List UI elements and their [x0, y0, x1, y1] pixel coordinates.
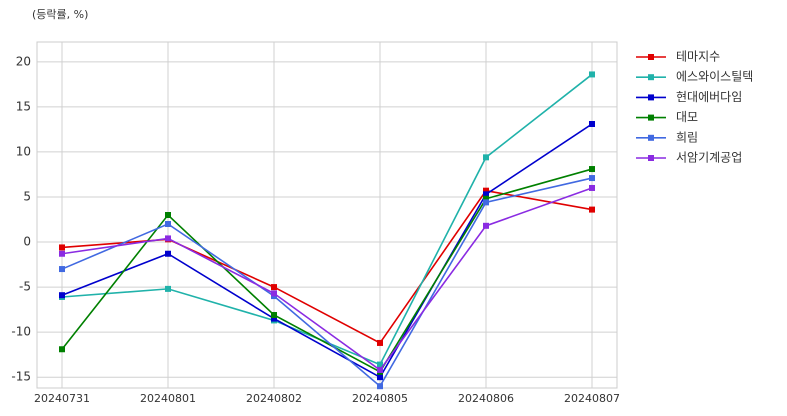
x-tick-label: 20240807	[564, 392, 620, 405]
y-tick-label: 15	[16, 99, 31, 113]
point-marker	[483, 222, 489, 229]
y-tick-label: 5	[23, 189, 31, 203]
point-marker	[271, 290, 277, 297]
legend-marker	[648, 134, 654, 141]
point-marker	[377, 366, 383, 373]
legend-label: 서암기계공업	[676, 151, 742, 165]
point-marker	[377, 374, 383, 381]
point-marker	[165, 235, 171, 242]
y-tick-label: -15	[11, 370, 31, 384]
series-line	[61, 177, 593, 388]
point-marker	[483, 154, 489, 161]
y-tick-label: 10	[16, 144, 31, 158]
series-line	[61, 187, 593, 372]
x-tick-label: 20240806	[458, 392, 514, 405]
point-marker	[59, 266, 65, 273]
point-marker	[589, 166, 595, 173]
y-tick-label: 20	[16, 54, 31, 68]
series-line	[61, 168, 593, 373]
point-marker	[271, 284, 277, 291]
x-tick-label: 20240805	[352, 392, 408, 405]
y-axis-label: (등락률, %)	[32, 8, 88, 21]
point-marker	[483, 191, 489, 198]
x-tick-label: 20240731	[34, 392, 90, 405]
point-marker	[59, 346, 65, 353]
point-marker	[165, 221, 171, 228]
series-line	[61, 73, 593, 366]
point-marker	[589, 206, 595, 213]
point-marker	[271, 315, 277, 322]
x-tick-label: 20240802	[246, 392, 302, 405]
point-marker	[589, 71, 595, 78]
x-tick-label: 20240801	[140, 392, 196, 405]
point-marker	[377, 383, 383, 390]
legend-label: 희림	[676, 130, 698, 144]
y-tick-label: 0	[23, 235, 31, 249]
y-tick-label: -10	[11, 325, 31, 339]
point-marker	[483, 187, 489, 194]
point-marker	[165, 212, 171, 218]
point-marker	[59, 292, 65, 299]
y-tick-label: -5	[19, 280, 31, 294]
legend-label: 에스와이스틸텍	[676, 70, 753, 84]
plot-frame	[36, 41, 618, 389]
point-marker	[165, 285, 171, 292]
point-marker	[377, 361, 383, 368]
legend-marker	[648, 94, 654, 101]
point-marker	[271, 312, 277, 319]
legend-marker	[648, 114, 654, 121]
point-marker	[59, 250, 65, 257]
point-marker	[165, 250, 171, 257]
legend-marker	[648, 54, 654, 60]
legend-label: 테마지수	[676, 50, 720, 64]
point-marker	[589, 175, 595, 182]
series-line	[61, 123, 593, 379]
legend-marker	[648, 155, 654, 161]
point-marker	[377, 339, 383, 346]
point-marker	[589, 184, 595, 191]
point-marker	[483, 199, 489, 206]
legend-label: 현대에버다임	[676, 90, 742, 104]
series-line	[61, 189, 593, 344]
legend-marker	[648, 74, 654, 81]
point-marker	[483, 195, 489, 202]
point-marker	[589, 120, 595, 127]
point-marker	[59, 244, 65, 251]
legend-label: 대모	[676, 110, 698, 124]
